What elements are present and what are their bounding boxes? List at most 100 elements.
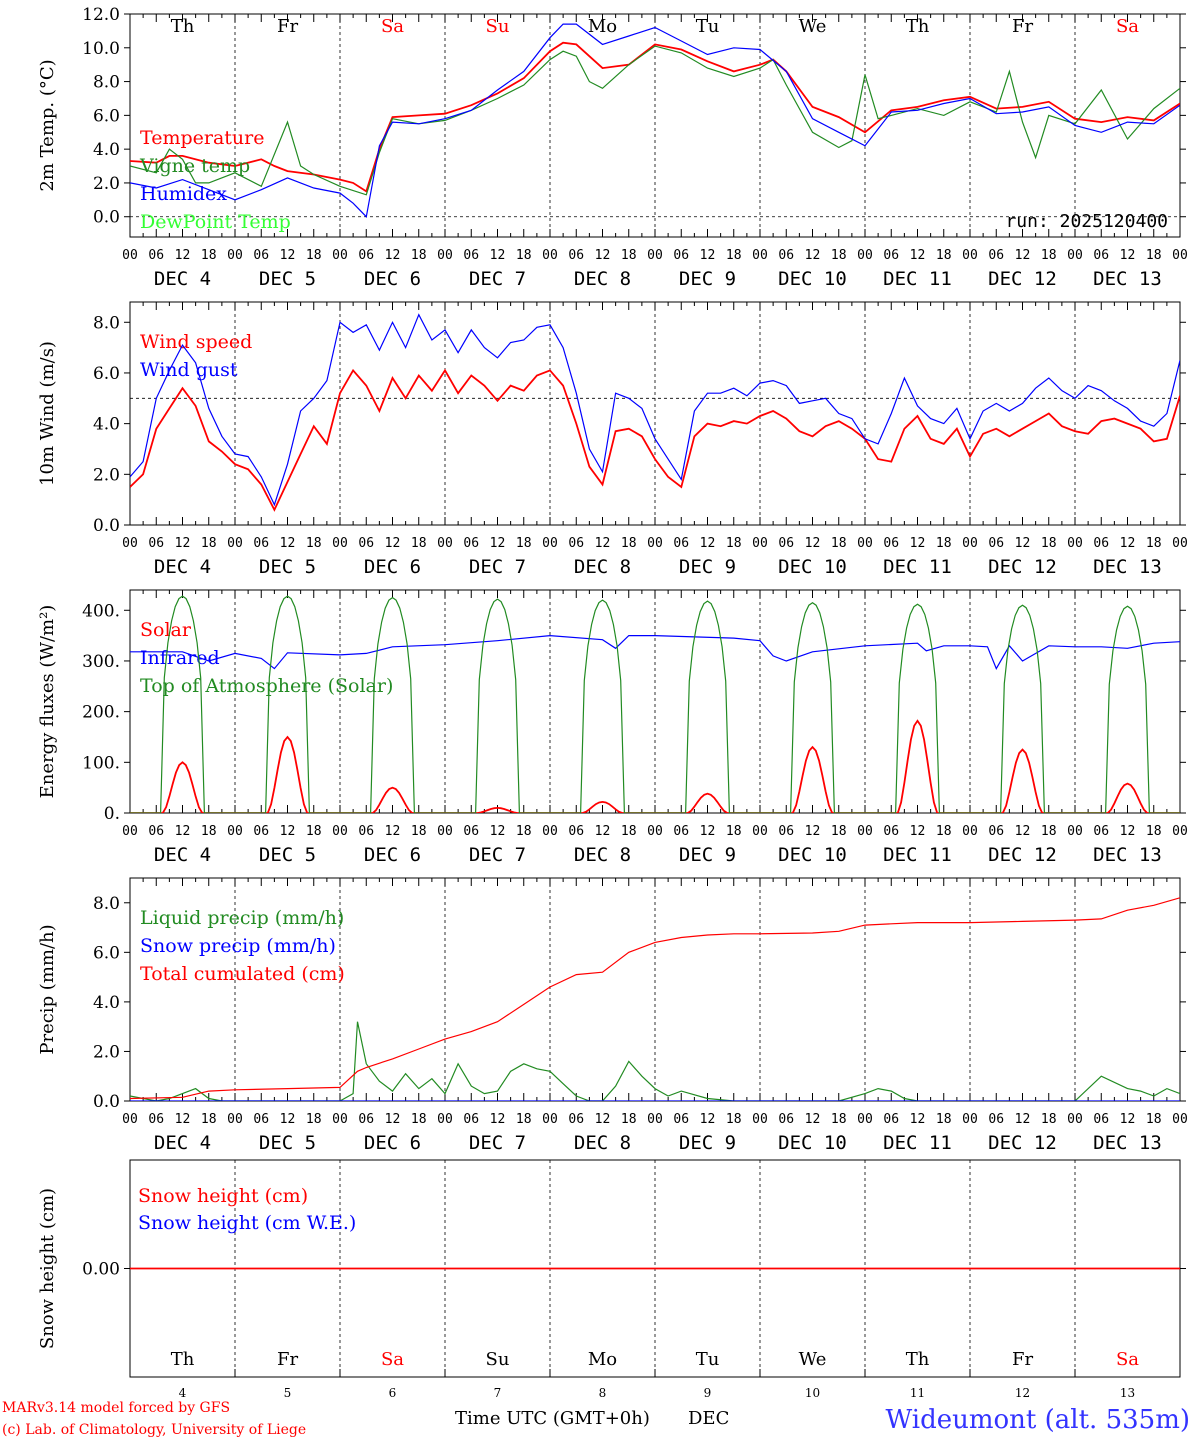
- hour-label: 18: [516, 536, 532, 551]
- hour-label: 00: [332, 248, 348, 263]
- hour-label: 00: [1067, 1112, 1083, 1127]
- hour-label: 18: [936, 248, 952, 263]
- day-number: 8: [599, 1386, 607, 1400]
- hour-label: 12: [910, 536, 926, 551]
- hour-label: 00: [752, 824, 768, 839]
- date-label: DEC 8: [574, 268, 631, 290]
- date-label: DEC 8: [574, 844, 631, 866]
- hour-label: 00: [1172, 248, 1188, 263]
- hour-label: 06: [358, 536, 374, 551]
- day-number: 13: [1120, 1386, 1135, 1400]
- y-axis-label: 2m Temp. (°C): [37, 59, 58, 191]
- series-line-red: [130, 368, 1180, 512]
- hour-label: 06: [148, 824, 164, 839]
- hour-label: 00: [857, 248, 873, 263]
- hour-label: 18: [1041, 824, 1057, 839]
- weekday-label: Su: [486, 16, 510, 37]
- hour-label: 12: [700, 536, 716, 551]
- panel-temperature: 0.0 2.0 4.0 6.0 8.0 10.0 12.0 00 06 12 18 DEC 4 00 06…: [37, 5, 1188, 290]
- hour-label: 18: [411, 1112, 427, 1127]
- series-line-green: [130, 1021, 1180, 1101]
- y-tick-label: 6.0: [93, 943, 120, 963]
- credit-line-2: (c) Lab. of Climatology, University of L…: [2, 1422, 306, 1438]
- hour-label: 06: [358, 1112, 374, 1127]
- legend-entry: Humidex: [140, 183, 227, 205]
- hour-label: 12: [805, 824, 821, 839]
- hour-label: 06: [883, 536, 899, 551]
- hour-label: 12: [805, 248, 821, 263]
- weekday-label: Fr: [1012, 1349, 1033, 1370]
- series-line-blue: [130, 634, 1180, 670]
- y-tick-label: 4.0: [93, 993, 120, 1013]
- hour-label: 12: [910, 248, 926, 263]
- hour-label: 06: [463, 1112, 479, 1127]
- hour-label: 12: [595, 824, 611, 839]
- legend-entry: Infrared: [140, 647, 220, 669]
- hour-label: 00: [857, 824, 873, 839]
- y-tick-label: 200.: [82, 703, 120, 723]
- hour-label: 00: [542, 824, 558, 839]
- hour-label: 06: [253, 1112, 269, 1127]
- y-tick-label: 4.0: [93, 415, 120, 435]
- hour-label: 00: [122, 248, 138, 263]
- date-label: DEC 4: [154, 844, 211, 866]
- date-label: DEC 6: [364, 268, 421, 290]
- hour-label: 12: [700, 824, 716, 839]
- day-number: 11: [910, 1386, 925, 1400]
- hour-label: 12: [175, 824, 191, 839]
- plot-frame: [129, 301, 1181, 526]
- hour-label: 12: [280, 1112, 296, 1127]
- hour-label: 06: [988, 824, 1004, 839]
- hour-label: 06: [253, 536, 269, 551]
- hour-label: 00: [962, 824, 978, 839]
- hour-label: 06: [148, 536, 164, 551]
- hour-label: 18: [411, 248, 427, 263]
- weekday-label: Fr: [277, 16, 298, 37]
- hour-label: 06: [148, 1112, 164, 1127]
- hour-label: 06: [568, 248, 584, 263]
- hour-label: 12: [910, 824, 926, 839]
- hour-label: 06: [883, 824, 899, 839]
- hour-label: 12: [1120, 536, 1136, 551]
- hour-label: 06: [988, 1112, 1004, 1127]
- day-number: 6: [389, 1386, 397, 1400]
- hour-label: 18: [306, 536, 322, 551]
- legend-entry: Snow precip (mm/h): [140, 935, 336, 957]
- hour-label: 12: [910, 1112, 926, 1127]
- weekday-label: We: [799, 16, 827, 37]
- hour-label: 00: [752, 248, 768, 263]
- y-tick-label: 12.0: [82, 5, 120, 25]
- y-axis-label: Energy fluxes (W/m²): [37, 605, 58, 799]
- date-label: DEC 5: [259, 1132, 316, 1154]
- hour-label: 18: [726, 248, 742, 263]
- date-label: DEC 7: [469, 1132, 526, 1154]
- date-label: DEC 6: [364, 844, 421, 866]
- hour-label: 18: [201, 824, 217, 839]
- hour-label: 18: [936, 1112, 952, 1127]
- hour-label: 00: [227, 248, 243, 263]
- date-label: DEC 13: [1093, 556, 1162, 578]
- hour-label: 00: [542, 248, 558, 263]
- hour-label: 18: [201, 248, 217, 263]
- date-label: DEC 10: [778, 844, 847, 866]
- hour-label: 18: [726, 1112, 742, 1127]
- y-tick-label: 0.0: [93, 1092, 120, 1112]
- hour-label: 18: [831, 1112, 847, 1127]
- weekday-label: We: [799, 1349, 827, 1370]
- date-label: DEC 9: [679, 1132, 736, 1154]
- hour-label: 12: [385, 1112, 401, 1127]
- legend-entry: DewPoint Temp: [140, 211, 291, 233]
- hour-label: 06: [1093, 248, 1109, 263]
- hour-label: 00: [1172, 824, 1188, 839]
- hour-label: 06: [883, 1112, 899, 1127]
- date-label: DEC 9: [679, 844, 736, 866]
- hour-label: 00: [1067, 536, 1083, 551]
- date-label: DEC 8: [574, 1132, 631, 1154]
- hour-label: 12: [595, 1112, 611, 1127]
- weekday-label: Th: [171, 1349, 195, 1370]
- date-label: DEC 7: [469, 556, 526, 578]
- date-label: DEC 11: [883, 268, 952, 290]
- legend-entry: Solar: [140, 619, 192, 641]
- y-tick-label: 300.: [82, 652, 120, 672]
- date-label: DEC 5: [259, 556, 316, 578]
